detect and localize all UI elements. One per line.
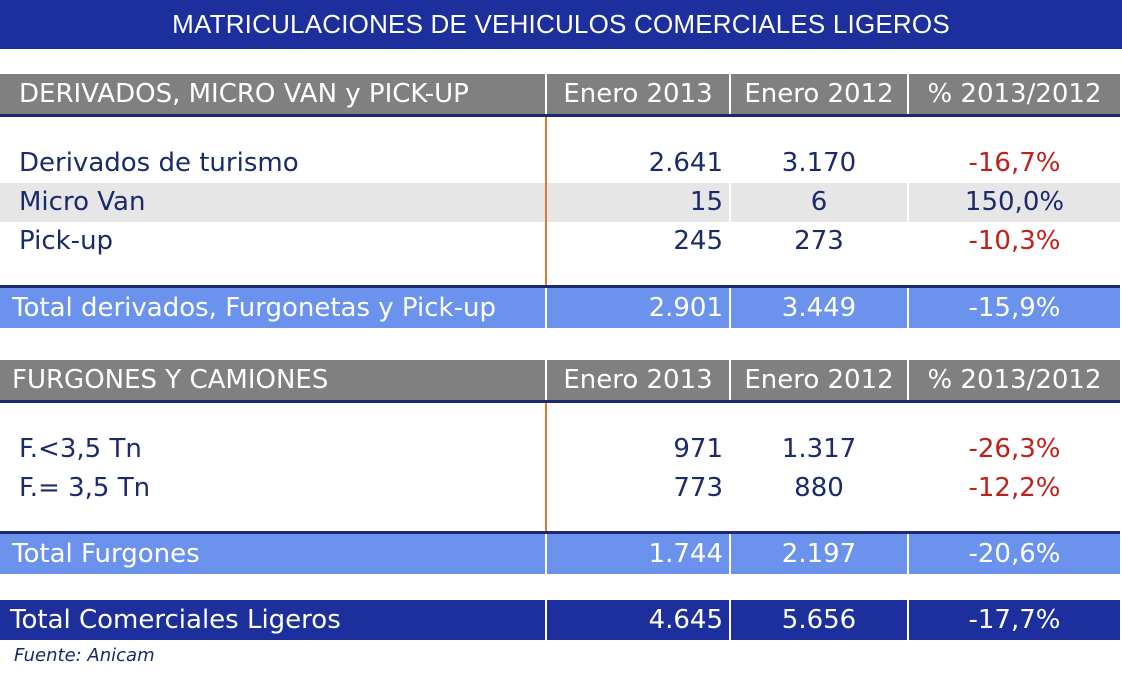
section1-header-col-2013: Enero 2013 [547, 74, 729, 114]
column-divider [545, 117, 547, 285]
grand-total-row: Total Comerciales Ligeros 4.645 5.656 -1… [0, 600, 1120, 640]
column-divider [545, 403, 547, 531]
table-row: F.= 3,5 Tn 773 880 -12,2% [0, 469, 1120, 508]
page-title: MATRICULACIONES DE VEHICULOS COMERCIALES… [0, 0, 1122, 49]
row-value-2012: 6 [731, 183, 907, 222]
table-row: Derivados de turismo 2.641 3.170 -16,7% [0, 144, 1120, 183]
total-value-2013: 1.744 [547, 534, 729, 574]
section2-header-label: FURGONES Y CAMIONES [0, 360, 545, 400]
table-row: Micro Van 15 6 150,0% [0, 183, 1120, 222]
table-row: F.<3,5 Tn 971 1.317 -26,3% [0, 430, 1120, 469]
grand-total-value-pct: -17,7% [909, 600, 1120, 640]
section2-total-row: Total Furgones 1.744 2.197 -20,6% [0, 534, 1120, 574]
row-label: Pick-up [19, 226, 114, 256]
row-value-2012: 273 [794, 226, 844, 256]
row-value-2012: 1.317 [781, 434, 857, 464]
row-value-pct: -16,7% [968, 148, 1061, 178]
row-value-pct: -26,3% [968, 434, 1061, 464]
row-value-2013: 15 [547, 183, 729, 222]
total-label: Total Furgones [0, 534, 545, 574]
row-value-2012: 880 [794, 473, 844, 503]
total-value-2012: 2.197 [731, 534, 907, 574]
row-value-2012: 3.170 [781, 148, 857, 178]
row-value-2013: 773 [673, 473, 723, 503]
total-value-pct: -20,6% [909, 534, 1120, 574]
section1-total-row: Total derivados, Furgonetas y Pick-up 2.… [0, 288, 1120, 328]
row-value-2013: 245 [673, 226, 723, 256]
total-label: Total derivados, Furgonetas y Pick-up [0, 288, 545, 328]
row-value-pct: -12,2% [968, 473, 1061, 503]
section1-total-separator [0, 285, 1120, 288]
row-label: Derivados de turismo [19, 148, 299, 178]
row-value-2013: 971 [673, 434, 723, 464]
table-row: Pick-up 245 273 -10,3% [0, 222, 1120, 261]
row-value-pct: 150,0% [909, 183, 1120, 222]
source-note: Fuente: Anicam [14, 645, 155, 666]
total-value-pct: -15,9% [909, 288, 1120, 328]
section2-header-col-pct: % 2013/2012 [909, 360, 1120, 400]
grand-total-value-2012: 5.656 [731, 600, 907, 640]
total-value-2012: 3.449 [731, 288, 907, 328]
section2-header-col-2012: Enero 2012 [731, 360, 907, 400]
row-label: Micro Van [0, 183, 545, 222]
row-label: F.<3,5 Tn [19, 434, 142, 464]
section1-header-col-pct: % 2013/2012 [909, 74, 1120, 114]
section2-total-separator [0, 531, 1120, 534]
grand-total-value-2013: 4.645 [547, 600, 729, 640]
total-value-2013: 2.901 [547, 288, 729, 328]
row-label: F.= 3,5 Tn [19, 473, 151, 503]
section1-header: DERIVADOS, MICRO VAN y PICK-UP Enero 201… [0, 74, 1120, 117]
row-value-2013: 2.641 [648, 148, 723, 178]
section2-header: FURGONES Y CAMIONES Enero 2013 Enero 201… [0, 360, 1120, 403]
section2-header-col-2013: Enero 2013 [547, 360, 729, 400]
section1-header-label: DERIVADOS, MICRO VAN y PICK-UP [0, 74, 545, 114]
row-value-pct: -10,3% [968, 226, 1061, 256]
section1-header-col-2012: Enero 2012 [731, 74, 907, 114]
grand-total-label: Total Comerciales Ligeros [0, 600, 545, 640]
